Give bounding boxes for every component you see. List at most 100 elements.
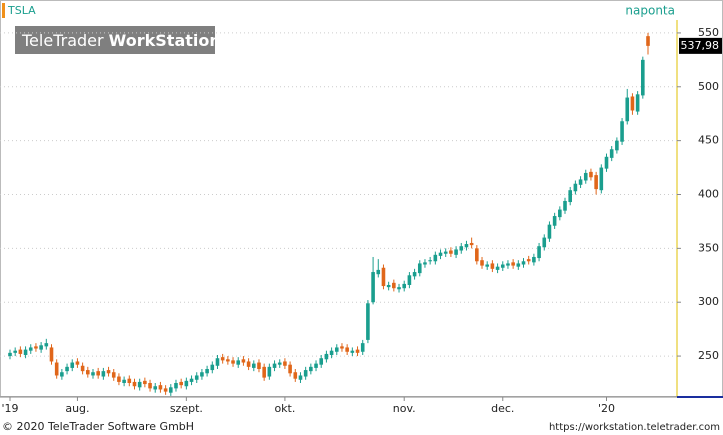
candle-body	[262, 366, 266, 378]
candle-body	[163, 388, 168, 392]
candle-body	[91, 372, 95, 376]
candle-body	[231, 360, 235, 364]
candle-body	[309, 366, 313, 372]
candle-body	[194, 375, 199, 380]
candle-body	[490, 263, 495, 269]
x-tick-label: szept.	[170, 402, 203, 415]
candle-body	[148, 382, 152, 389]
candle-body	[402, 283, 407, 289]
y-tick-label: 250	[698, 349, 719, 362]
candle-body	[371, 272, 375, 303]
candle-body	[454, 249, 458, 255]
candle-body	[158, 385, 163, 390]
candle-body	[324, 353, 329, 360]
candle-body	[28, 347, 33, 351]
candle-body	[526, 259, 531, 262]
candle-body	[179, 381, 183, 386]
candle-body	[625, 97, 630, 122]
candle-body	[329, 350, 334, 355]
y-tick-label: 350	[698, 241, 719, 254]
candle-body	[137, 381, 142, 388]
candle-body	[334, 347, 339, 352]
candle-body	[578, 179, 583, 185]
last-value-label: 537,98	[681, 39, 720, 52]
footer-left: © 2020 TeleTrader Software GmbH	[2, 420, 194, 433]
candle-body	[205, 368, 209, 374]
x-tick-label: '19	[1, 402, 18, 415]
candle-body	[417, 263, 422, 274]
footer-right: https://workstation.teletrader.com	[549, 422, 720, 433]
y-tick-label: 400	[698, 187, 719, 200]
candle-body	[392, 282, 396, 289]
watermark-box	[15, 26, 215, 54]
candle-body	[594, 175, 598, 190]
candle-body	[65, 366, 69, 372]
candle-body	[599, 167, 604, 191]
candle-body	[412, 272, 417, 277]
candle-body	[521, 261, 526, 265]
candle-body	[485, 264, 490, 267]
candle-body	[18, 349, 23, 354]
y-tick-label: 300	[698, 295, 719, 308]
candle-body	[86, 370, 90, 375]
y-tick-label: 450	[698, 134, 719, 147]
candle-body	[246, 361, 251, 367]
candle-body	[407, 275, 412, 285]
candle-body	[532, 256, 536, 263]
candle-body	[241, 359, 246, 363]
candle-body	[283, 361, 287, 366]
candle-body	[345, 347, 349, 352]
candle-body	[506, 263, 510, 266]
watermark-part: TeleTrader	[21, 31, 104, 50]
candle-body	[153, 386, 158, 390]
candle-body	[75, 361, 80, 365]
watermark-part: WorkStation	[109, 31, 221, 50]
candle-body	[547, 224, 552, 239]
candle-body	[646, 36, 650, 46]
candle-body	[49, 347, 54, 362]
candle-body	[438, 252, 443, 256]
candle-body	[397, 287, 401, 290]
candle-body	[257, 362, 261, 369]
candle-body	[386, 284, 391, 288]
candle-body	[459, 246, 464, 251]
candle-body	[552, 216, 557, 226]
candle-body	[355, 349, 360, 353]
candle-body	[583, 172, 588, 181]
candle-body	[106, 370, 111, 374]
candle-body	[174, 382, 178, 389]
x-tick-label: aug.	[65, 402, 89, 415]
candle-body	[117, 376, 121, 382]
candle-body	[314, 363, 318, 368]
candle-body	[464, 244, 469, 248]
candle-body	[298, 375, 303, 380]
candle-body	[39, 345, 43, 350]
candle-body	[495, 266, 500, 270]
candle-body	[568, 190, 572, 203]
candle-body	[101, 371, 106, 377]
candle-body	[366, 303, 370, 340]
candle-body	[272, 363, 277, 368]
candle-body	[23, 349, 28, 355]
candle-body	[236, 360, 241, 365]
candle-body	[277, 362, 282, 365]
candle-body	[433, 254, 438, 262]
candle-body	[604, 156, 609, 169]
candle-body	[319, 358, 324, 365]
candle-body	[143, 380, 147, 385]
candle-body	[303, 370, 308, 377]
symbol: TSLA	[7, 4, 36, 17]
watermark: TeleTrader WorkStation	[21, 31, 221, 50]
candle-body	[376, 269, 381, 275]
candle-body	[34, 346, 38, 349]
candle-body	[381, 267, 386, 287]
interval: naponta	[625, 4, 675, 18]
candle-body	[449, 250, 453, 254]
candle-body	[267, 366, 272, 377]
candle-body	[60, 372, 64, 377]
last-value-box	[679, 37, 722, 54]
candle-body	[122, 379, 126, 383]
candle-body	[200, 372, 204, 377]
x-tick-label: nov.	[393, 402, 416, 415]
